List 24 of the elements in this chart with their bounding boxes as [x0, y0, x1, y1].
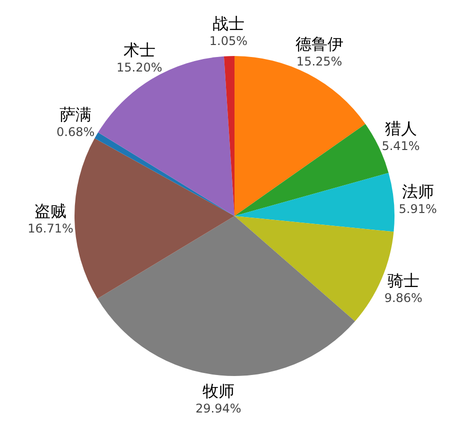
data-label: 16.71% — [28, 221, 74, 236]
pie-slice — [234, 56, 366, 216]
slice-label: 战士 — [212, 14, 244, 34]
pie-slice — [98, 56, 234, 216]
slice-label: 盗贼 — [34, 201, 67, 220]
data-label: 15.25% — [296, 54, 342, 69]
data-label: 9.86% — [384, 291, 422, 306]
data-label: 5.91% — [398, 202, 437, 216]
slice-label: 术士 — [123, 40, 156, 60]
pie-slice — [94, 132, 234, 216]
data-label: 1.05% — [209, 34, 248, 48]
slice-label: 猎人 — [384, 119, 417, 138]
slice-label: 牧师 — [202, 381, 234, 400]
slice-label: 德鲁伊 — [295, 34, 344, 54]
slice-label: 法师 — [402, 182, 434, 201]
data-label: 29.94% — [196, 401, 242, 416]
slice-label: 骑士 — [387, 271, 420, 290]
pie-slice — [234, 172, 394, 232]
pie-slice — [97, 216, 356, 376]
data-label: 0.68% — [56, 125, 95, 140]
data-label: 15.20% — [116, 60, 162, 75]
pie-slice — [74, 138, 234, 299]
data-label: 5.41% — [382, 139, 420, 154]
slice-label: 萨满 — [60, 105, 92, 124]
